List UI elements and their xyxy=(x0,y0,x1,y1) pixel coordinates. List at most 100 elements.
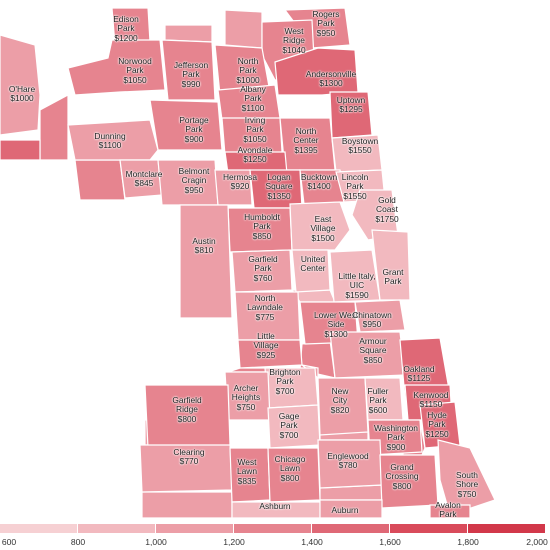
neighborhood-name: Park xyxy=(369,395,387,406)
neighborhood-areas xyxy=(0,7,496,519)
map-filler-area xyxy=(141,491,233,519)
neighborhood-area-east-village[interactable] xyxy=(289,201,351,251)
neighborhood-name: Logan xyxy=(267,172,291,182)
legend-color-step xyxy=(468,524,545,533)
neighborhood-label-grand-crossing: Grand Crossing $800 xyxy=(385,462,418,491)
neighborhood-name: Hermosa xyxy=(223,172,257,182)
neighborhood-name: Jefferson xyxy=(173,60,209,70)
neighborhood-name: Park xyxy=(428,419,446,430)
neighborhood-area-o-hare[interactable] xyxy=(0,34,41,136)
median-rent-value: $950 xyxy=(316,27,336,38)
median-rent-value: $775 xyxy=(255,311,275,322)
neighborhood-name: Rogers xyxy=(312,9,340,19)
median-rent-value: $1295 xyxy=(339,104,363,115)
median-rent-value: $1300 xyxy=(319,78,343,89)
neighborhood-name: Dunning xyxy=(94,131,126,141)
legend-tick-label: 1,600 xyxy=(379,537,401,547)
neighborhood-name: Belmont xyxy=(178,166,210,176)
neighborhood-area-little-village[interactable] xyxy=(237,339,303,369)
median-rent-value: $780 xyxy=(338,460,358,471)
neighborhood-label-little-italy-uic: Little Italy, UIC $1590 xyxy=(338,271,375,300)
neighborhood-area-hermosa[interactable] xyxy=(214,169,253,206)
neighborhood-name: City xyxy=(332,395,348,406)
neighborhood-name: Park xyxy=(280,420,298,431)
neighborhood-name: East xyxy=(314,214,332,224)
neighborhood-name: Cragin xyxy=(181,175,207,186)
neighborhood-name: Park xyxy=(254,263,272,274)
neighborhood-label-new-city: New City $820 xyxy=(331,386,350,415)
neighborhood-label-oakland: Oakland $1125 xyxy=(403,364,434,384)
neighborhood-label-hyde-park: Hyde Park $1250 xyxy=(425,410,448,439)
median-rent-value: $1500 xyxy=(311,232,335,243)
neighborhood-name: Grant xyxy=(382,267,404,277)
neighborhood-name: Park xyxy=(239,65,257,76)
neighborhood-name: Fuller xyxy=(367,386,389,396)
neighborhood-area-jefferson-park[interactable] xyxy=(161,39,216,101)
median-rent-value: $1250 xyxy=(243,154,267,165)
median-rent-value: $1100 xyxy=(241,102,265,113)
median-rent-value: $1395 xyxy=(294,144,318,155)
neighborhood-name: Park xyxy=(246,124,264,135)
neighborhood-label-montclare: Montclare $845 xyxy=(125,169,163,189)
median-rent-value: $700 xyxy=(279,429,299,440)
neighborhood-area-dunning[interactable] xyxy=(67,119,159,161)
neighborhood-name: Lower West xyxy=(313,310,359,320)
neighborhood-area-norwood-park[interactable] xyxy=(67,39,166,96)
neighborhood-label-avalon-park: Avalon Park xyxy=(435,500,460,520)
neighborhood-area-chinatown[interactable] xyxy=(354,299,406,333)
map-filler-area xyxy=(164,24,213,43)
neighborhood-name: Washington xyxy=(374,423,418,433)
neighborhood-name: Uptown xyxy=(336,95,366,105)
neighborhood-name: UIC xyxy=(349,280,365,291)
neighborhood-label-humboldt-park: Humboldt Park $850 xyxy=(244,212,280,241)
neighborhood-name: South xyxy=(456,470,478,480)
neighborhood-name: Center xyxy=(300,263,326,274)
median-rent-value: $845 xyxy=(134,178,154,189)
legend-tick-label: 600 xyxy=(1,537,17,547)
rent-color-legend: 600 800 1,000 1,200 1,400 1,600 1,800 2,000 xyxy=(0,518,550,550)
neighborhood-label-avondale: Avondale $1250 xyxy=(237,145,273,165)
neighborhood-name: West xyxy=(237,457,257,467)
neighborhood-area-portage-park[interactable] xyxy=(149,99,223,151)
neighborhood-area-united-center[interactable] xyxy=(291,249,331,293)
neighborhood-name: Norwood xyxy=(118,56,152,66)
neighborhood-name: Edison xyxy=(113,14,139,24)
neighborhood-label-austin: Austin $810 xyxy=(192,236,215,256)
neighborhood-area-south-shore[interactable] xyxy=(437,439,496,516)
neighborhood-label-clearing: Clearing $770 xyxy=(173,447,204,467)
neighborhood-name: Gold xyxy=(378,195,396,205)
neighborhood-area-auburn[interactable] xyxy=(319,499,383,519)
neighborhood-name: Gage xyxy=(278,411,300,421)
neighborhood-area-garfield-park[interactable] xyxy=(231,249,293,293)
neighborhood-area-avalon-park[interactable] xyxy=(429,504,471,519)
neighborhood-name: Park xyxy=(126,65,144,76)
legend-tick-label: 2,000 xyxy=(526,537,548,547)
neighborhood-name: Park xyxy=(276,376,294,387)
neighborhood-label-hermosa: Hermosa $920 xyxy=(223,172,257,192)
median-rent-value: $1550 xyxy=(348,145,372,156)
legend-color-step xyxy=(0,524,77,533)
median-rent-value: $800 xyxy=(392,480,412,491)
neighborhood-name: Montclare xyxy=(125,169,163,179)
neighborhood-name: Lincoln xyxy=(341,172,369,182)
neighborhood-area-austin[interactable] xyxy=(179,204,233,319)
neighborhood-label-grant-park: Grant Park xyxy=(382,267,404,287)
median-rent-value: $850 xyxy=(252,230,272,241)
neighborhood-name: Humboldt xyxy=(244,212,280,222)
neighborhood-label-kenwood: Kenwood $1150 xyxy=(414,390,449,410)
neighborhood-name: North xyxy=(254,293,276,303)
neighborhood-label-bucktown: Bucktown $1400 xyxy=(300,172,338,192)
neighborhood-name: Ridge xyxy=(176,404,198,415)
neighborhood-label-armour-square: Armour Square $850 xyxy=(359,336,386,365)
neighborhood-area-new-city[interactable] xyxy=(317,377,369,436)
neighborhood-label-chicago-lawn: Chicago Lawn $800 xyxy=(274,454,306,483)
neighborhood-name: Chicago xyxy=(274,454,306,464)
neighborhood-name: Avondale xyxy=(237,145,273,155)
neighborhood-name: Chinatown xyxy=(352,310,392,320)
neighborhood-label-washington-park: Washington Park $900 xyxy=(374,423,418,452)
neighborhood-area-grant-park[interactable] xyxy=(371,229,411,301)
median-rent-value: $1550 xyxy=(343,190,367,201)
neighborhood-label-lincoln-park: Lincoln Park $1550 xyxy=(341,172,369,201)
neighborhood-name: Bucktown xyxy=(300,172,338,182)
neighborhood-label-andersonville: Andersonville $1300 xyxy=(306,69,356,89)
